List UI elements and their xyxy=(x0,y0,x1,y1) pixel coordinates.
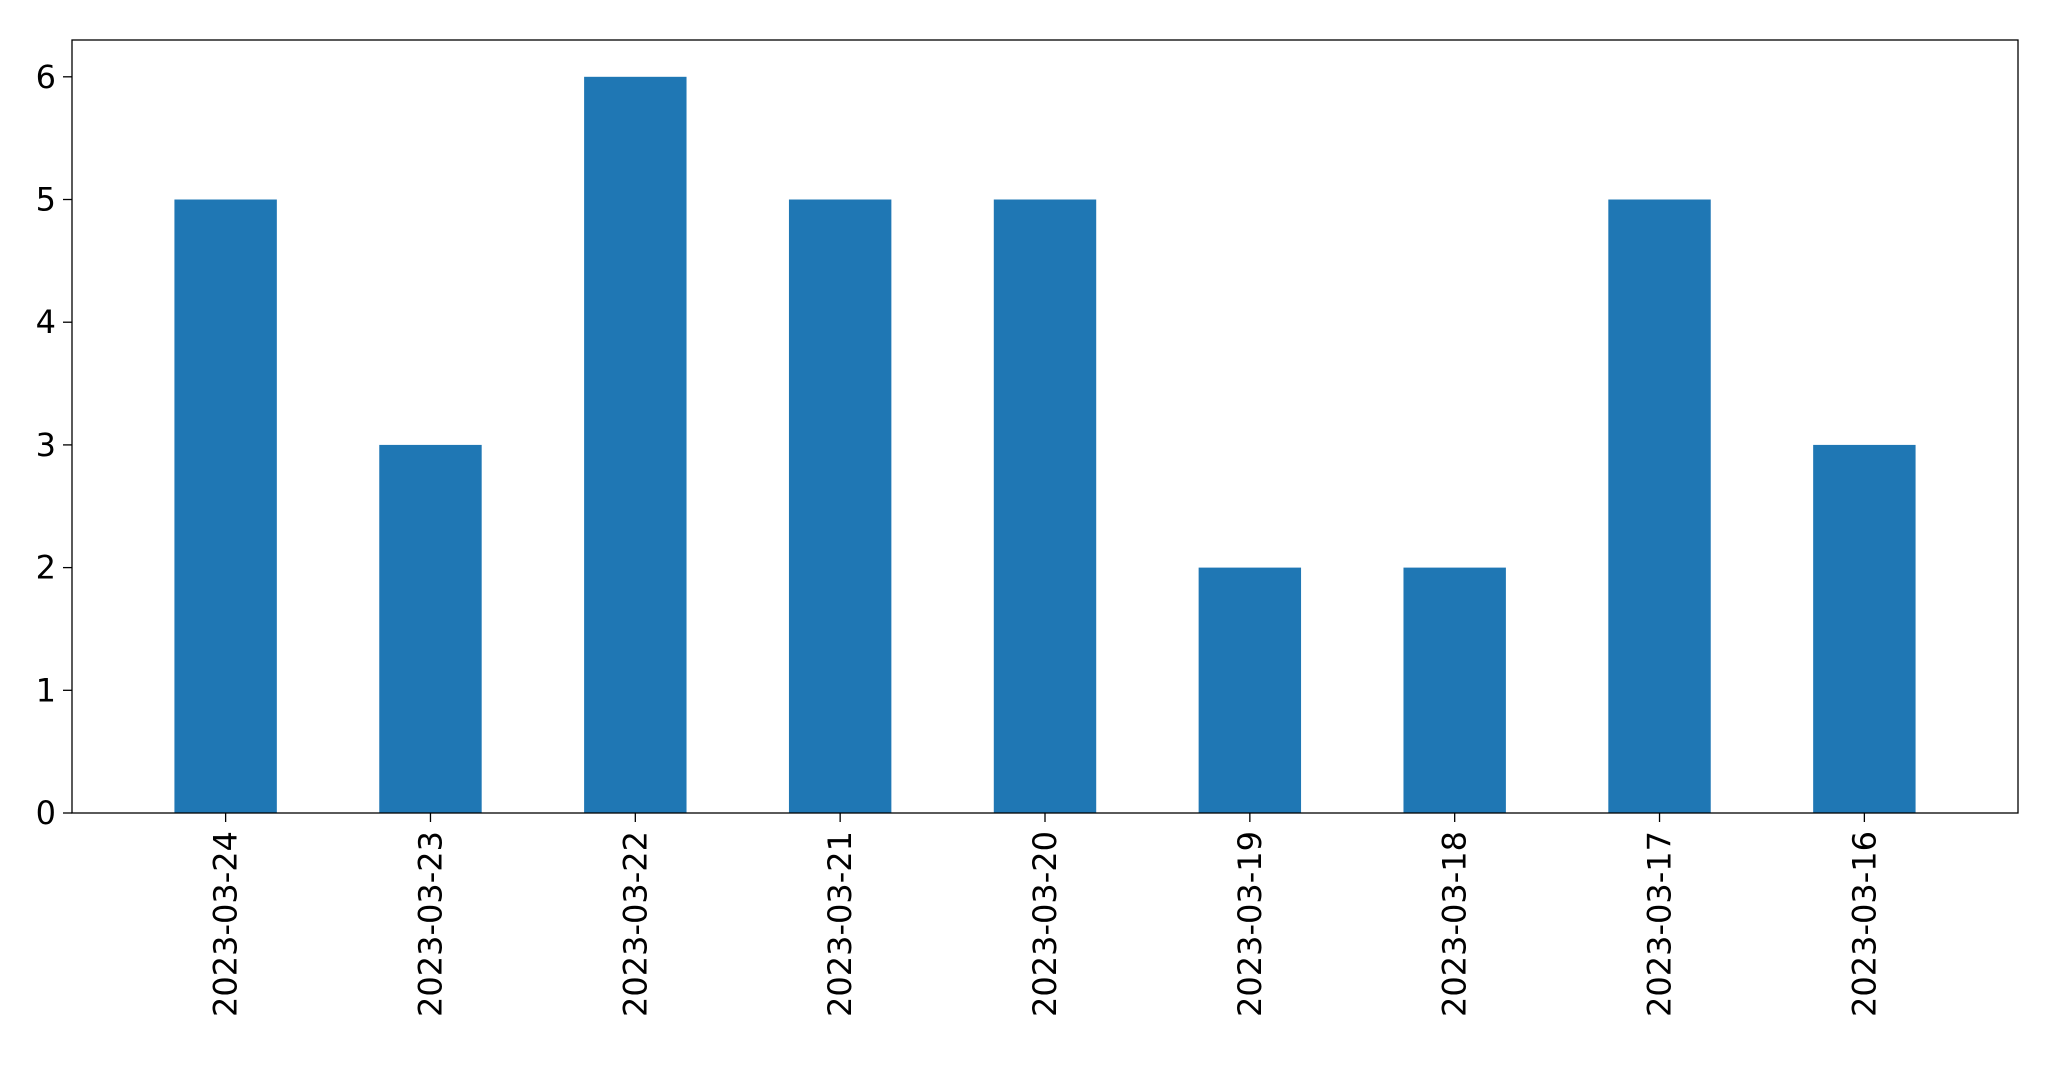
bar-2023-03-24 xyxy=(174,199,277,813)
y-tick-label: 5 xyxy=(36,181,56,219)
bar-2023-03-19 xyxy=(1198,567,1302,813)
bar-2023-03-23 xyxy=(379,444,482,813)
x-tick-label: 2023-03-21 xyxy=(821,831,859,1017)
x-tick-label: 2023-03-24 xyxy=(207,831,245,1017)
y-tick-label: 6 xyxy=(36,58,56,96)
bars-group xyxy=(174,76,1916,814)
x-tick-label: 2023-03-23 xyxy=(411,831,449,1017)
y-tick-label: 1 xyxy=(36,671,56,709)
bar-2023-03-17 xyxy=(1608,199,1711,813)
y-tick-label: 3 xyxy=(36,426,56,464)
x-tick-label: 2023-03-19 xyxy=(1231,831,1269,1017)
bar-2023-03-20 xyxy=(993,199,1097,813)
x-tick-label: 2023-03-16 xyxy=(1845,831,1883,1017)
y-tick-label: 0 xyxy=(36,794,56,832)
bar-2023-03-21 xyxy=(788,199,892,813)
plot-frame xyxy=(71,39,2019,814)
x-tick-label: 2023-03-17 xyxy=(1641,831,1679,1017)
y-tick-label: 2 xyxy=(36,549,56,587)
x-tick-label: 2023-03-22 xyxy=(616,831,654,1017)
x-axis: 2023-03-24 2023-03-23 2023-03-22 2023-03-21… xyxy=(207,813,1883,1017)
bar-2023-03-22 xyxy=(584,76,687,814)
x-tick-label: 2023-03-20 xyxy=(1026,831,1064,1017)
x-tick-label: 2023-03-18 xyxy=(1436,831,1474,1017)
bar-2023-03-16 xyxy=(1813,444,1916,813)
y-axis: 0 1 2 3 4 5 6 xyxy=(36,58,72,832)
bar-2023-03-18 xyxy=(1403,567,1506,813)
y-tick-label: 4 xyxy=(36,303,56,341)
